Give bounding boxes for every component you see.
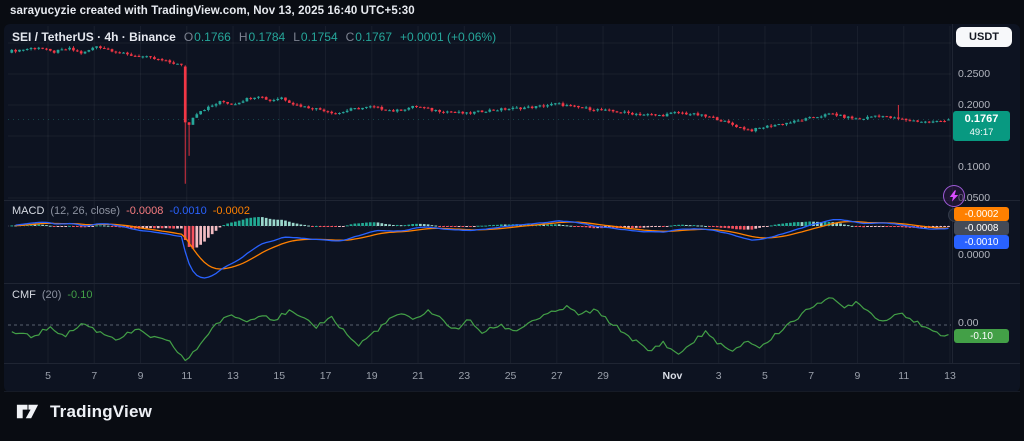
time-axis-label: 29 bbox=[586, 370, 620, 382]
time-axis-label: 11 bbox=[170, 370, 204, 382]
symbol-header: SEI / TetherUS · 4h · Binance O0.1766 H0… bbox=[12, 30, 496, 44]
cmf-plot bbox=[8, 298, 951, 361]
time-axis-label: 25 bbox=[494, 370, 528, 382]
symbol-title[interactable]: SEI / TetherUS · 4h · Binance bbox=[12, 30, 176, 44]
ohlc-low: L0.1754 bbox=[293, 30, 337, 44]
time-axis-label: 7 bbox=[77, 370, 111, 382]
tradingview-logo[interactable]: TradingView bbox=[14, 398, 152, 425]
macd-scale-label: 0.0000 bbox=[958, 249, 990, 261]
time-axis-label: 21 bbox=[401, 370, 435, 382]
tradingview-wordmark: TradingView bbox=[50, 402, 152, 422]
ohlc-open: O0.1766 bbox=[184, 30, 231, 44]
time-axis-label: 11 bbox=[887, 370, 921, 382]
macd-signal-badge: -0.0002 bbox=[954, 207, 1009, 221]
time-axis-label: 9 bbox=[124, 370, 158, 382]
macd-histogram-badge: -0.0008 bbox=[954, 221, 1009, 235]
candlestick-series bbox=[8, 46, 951, 184]
macd-params: (12, 26, close) bbox=[50, 205, 120, 217]
time-axis-label: 23 bbox=[447, 370, 481, 382]
last-price-value: 0.1767 bbox=[953, 113, 1010, 126]
time-axis-label: Nov bbox=[655, 370, 689, 382]
bar-countdown: 49:17 bbox=[953, 127, 1010, 138]
time-axis-label: 15 bbox=[262, 370, 296, 382]
macd-title: MACD bbox=[12, 205, 44, 217]
time-axis-label: 9 bbox=[840, 370, 874, 382]
boost-button[interactable] bbox=[943, 185, 965, 207]
tradingview-logo-icon bbox=[14, 398, 41, 425]
time-axis-label: 13 bbox=[216, 370, 250, 382]
time-axis-label: 27 bbox=[540, 370, 574, 382]
cmf-indicator-header[interactable]: CMF (20) -0.10 bbox=[12, 289, 92, 301]
time-axis-label: 13 bbox=[933, 370, 967, 382]
macd-indicator-header[interactable]: MACD (12, 26, close) -0.0008 -0.0010 -0.… bbox=[12, 205, 250, 217]
macd-plot bbox=[8, 217, 951, 278]
grid-lines bbox=[8, 26, 951, 363]
cmf-scale-label: 0.00 bbox=[958, 317, 978, 329]
macd-signal-value: -0.0002 bbox=[213, 205, 250, 217]
macd-line-badge: -0.0010 bbox=[954, 235, 1009, 249]
cmf-value: -0.10 bbox=[67, 289, 92, 301]
time-axis-label: 5 bbox=[31, 370, 65, 382]
cmf-params: (20) bbox=[42, 289, 62, 301]
cmf-last-value-badge: -0.10 bbox=[954, 329, 1009, 343]
macd-line-value: -0.0010 bbox=[169, 205, 206, 217]
time-axis-label: 19 bbox=[355, 370, 389, 382]
macd-histogram-value: -0.0008 bbox=[126, 205, 163, 217]
lightning-icon bbox=[947, 189, 961, 203]
cmf-title: CMF bbox=[12, 289, 36, 301]
ohlc-high: H0.1784 bbox=[239, 30, 285, 44]
ohlc-close: C0.1767 bbox=[346, 30, 392, 44]
time-axis[interactable]: 57911131517192123252729Nov35791113 bbox=[0, 370, 1024, 388]
time-axis-label: 17 bbox=[309, 370, 343, 382]
price-change: +0.0001 (+0.06%) bbox=[400, 30, 496, 44]
currency-toggle-button[interactable]: USDT bbox=[956, 27, 1012, 47]
time-axis-label: 7 bbox=[794, 370, 828, 382]
time-axis-label: 3 bbox=[702, 370, 736, 382]
last-price-badge: 0.1767 49:17 bbox=[953, 111, 1010, 141]
time-axis-label: 5 bbox=[748, 370, 782, 382]
